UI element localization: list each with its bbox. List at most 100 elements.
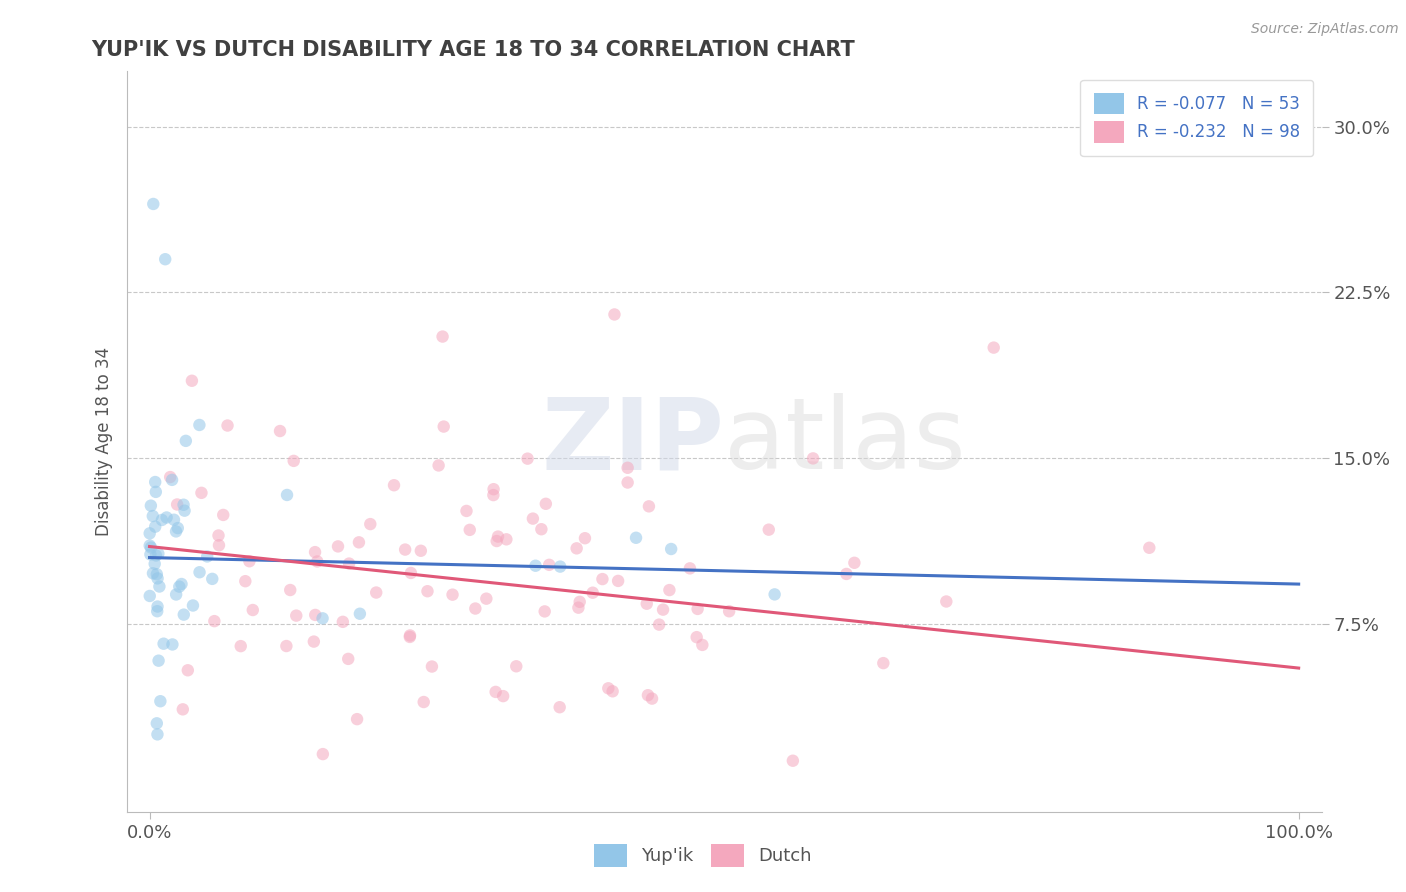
Point bbox=[486, 530, 509, 544]
Point bbox=[433, 419, 456, 434]
Point bbox=[146, 604, 169, 618]
Point bbox=[172, 702, 194, 716]
Point bbox=[548, 559, 571, 574]
Point bbox=[679, 561, 702, 575]
Point bbox=[394, 542, 416, 557]
Point bbox=[638, 500, 661, 514]
Point bbox=[156, 510, 179, 524]
Point bbox=[146, 567, 169, 582]
Point bbox=[229, 639, 252, 653]
Point bbox=[398, 630, 420, 644]
Point bbox=[432, 329, 454, 343]
Point bbox=[150, 513, 173, 527]
Text: Source: ZipAtlas.com: Source: ZipAtlas.com bbox=[1251, 22, 1399, 37]
Point bbox=[347, 535, 370, 549]
Point bbox=[326, 540, 349, 554]
Point bbox=[217, 418, 239, 433]
Point bbox=[165, 524, 187, 539]
Point bbox=[146, 571, 169, 585]
Point bbox=[337, 557, 360, 571]
Point bbox=[162, 637, 184, 651]
Point bbox=[456, 504, 478, 518]
Point bbox=[475, 591, 498, 606]
Point bbox=[163, 513, 186, 527]
Point bbox=[159, 470, 181, 484]
Point bbox=[276, 488, 298, 502]
Point bbox=[149, 694, 172, 708]
Point bbox=[173, 607, 195, 622]
Point bbox=[146, 727, 169, 741]
Point bbox=[142, 566, 165, 581]
Point bbox=[207, 528, 229, 542]
Point bbox=[139, 499, 162, 513]
Point bbox=[169, 580, 191, 594]
Point bbox=[212, 508, 235, 522]
Point bbox=[686, 602, 709, 616]
Point bbox=[304, 545, 326, 559]
Point bbox=[190, 486, 212, 500]
Point bbox=[758, 523, 780, 537]
Point bbox=[718, 604, 741, 618]
Point bbox=[177, 663, 200, 677]
Point bbox=[516, 451, 538, 466]
Point bbox=[269, 424, 291, 438]
Point bbox=[337, 652, 360, 666]
Point bbox=[166, 521, 188, 535]
Point bbox=[170, 577, 193, 591]
Text: ZIP: ZIP bbox=[541, 393, 724, 490]
Point bbox=[844, 556, 866, 570]
Point bbox=[181, 599, 204, 613]
Point bbox=[603, 308, 626, 322]
Point bbox=[458, 523, 481, 537]
Point bbox=[160, 473, 183, 487]
Point bbox=[636, 597, 658, 611]
Point bbox=[276, 639, 298, 653]
Point bbox=[420, 659, 443, 673]
Point bbox=[505, 659, 527, 673]
Point bbox=[382, 478, 405, 492]
Point bbox=[565, 541, 588, 556]
Point bbox=[548, 700, 571, 714]
Point bbox=[567, 600, 589, 615]
Point bbox=[637, 688, 659, 702]
Point bbox=[412, 695, 434, 709]
Point bbox=[641, 691, 664, 706]
Point bbox=[238, 554, 260, 568]
Point bbox=[534, 497, 557, 511]
Y-axis label: Disability Age 18 to 34: Disability Age 18 to 34 bbox=[94, 347, 112, 536]
Point bbox=[782, 754, 804, 768]
Point bbox=[242, 603, 264, 617]
Point bbox=[658, 583, 681, 598]
Point bbox=[607, 574, 630, 588]
Point bbox=[208, 538, 231, 552]
Point bbox=[616, 475, 638, 490]
Point bbox=[582, 585, 605, 599]
Point bbox=[142, 509, 165, 524]
Point bbox=[835, 566, 858, 581]
Point bbox=[416, 584, 439, 599]
Point bbox=[201, 572, 224, 586]
Point bbox=[142, 197, 165, 211]
Point bbox=[285, 608, 308, 623]
Point bbox=[312, 747, 335, 761]
Point bbox=[139, 548, 162, 562]
Point bbox=[138, 526, 160, 541]
Point bbox=[624, 531, 647, 545]
Point bbox=[366, 585, 388, 599]
Point bbox=[441, 588, 464, 602]
Point bbox=[165, 587, 187, 601]
Point bbox=[485, 685, 508, 699]
Point bbox=[139, 541, 162, 555]
Point bbox=[692, 638, 714, 652]
Point bbox=[482, 482, 505, 496]
Point bbox=[659, 541, 682, 556]
Point bbox=[307, 554, 329, 568]
Point bbox=[332, 615, 354, 629]
Point bbox=[482, 488, 505, 502]
Point bbox=[143, 557, 166, 571]
Point bbox=[145, 484, 167, 499]
Point bbox=[1137, 541, 1160, 555]
Point bbox=[763, 587, 786, 601]
Point bbox=[522, 511, 544, 525]
Point bbox=[174, 434, 197, 448]
